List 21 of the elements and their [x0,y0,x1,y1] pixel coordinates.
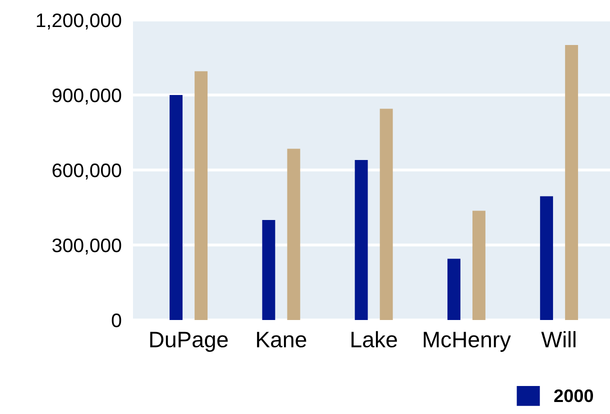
x-tick-label: Will [541,331,576,348]
y-tick-label: 1,200,000 [36,13,122,30]
y-tick-label: 900,000 [52,88,122,105]
bar [354,160,368,320]
y-tick-label: 300,000 [52,238,122,255]
bar [472,210,486,320]
y-tick-label: 600,000 [52,163,122,180]
x-tick-label: McHenry [424,332,511,352]
x-tick-label: Lake [352,331,397,348]
bar [540,196,554,320]
bar [194,71,208,320]
x-tick-label: Kane [257,332,306,348]
bar [170,95,183,320]
legend-label: 2000 [554,389,594,402]
bar [447,258,460,320]
bar [287,148,300,320]
bar [565,45,578,320]
y-tick-label: 0 [112,313,122,328]
x-tick-label: DuPage [150,332,228,352]
bar [262,220,276,320]
bar [380,108,393,320]
